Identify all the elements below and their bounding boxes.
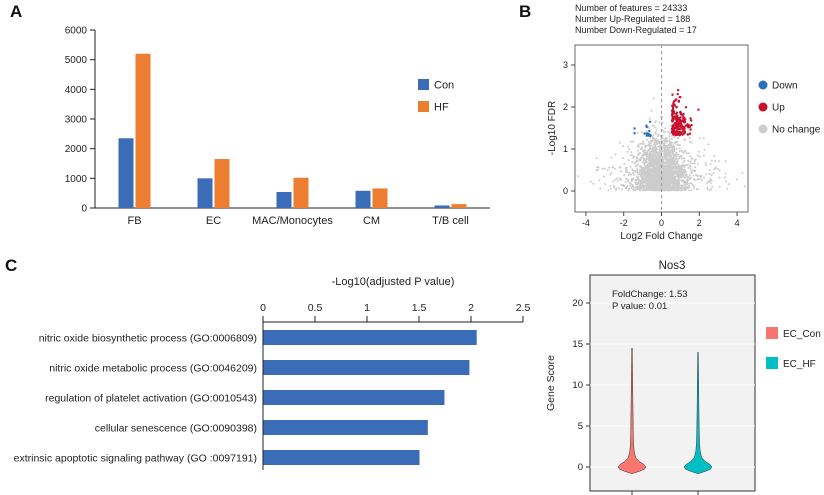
go-term-bar (263, 390, 445, 405)
x-tick-label: 1.5 (412, 302, 427, 314)
go-term-label: regulation of platelet activation (GO:00… (45, 393, 257, 405)
go-term-label: nitric oxide metabolic process (GO:00462… (49, 363, 257, 375)
y-tick-label: 1000 (65, 174, 88, 185)
y-tick-label: 2000 (65, 144, 88, 155)
category-label: MAC/Monocytes (252, 215, 333, 227)
axis-title: -Log10(adjusted P value) (332, 276, 455, 288)
violin-plot: Nos3 0 5 10 15 20 Gene Score FoldChange: 1.53P … (545, 260, 821, 495)
y-tick-label: 10 (572, 380, 583, 391)
legend-dot (758, 102, 768, 112)
go-term-bar (263, 360, 470, 375)
legend-label: Up (772, 103, 785, 114)
bar-con (434, 205, 450, 208)
y-tick-label: 15 (572, 339, 583, 350)
legend-swatch (418, 101, 429, 112)
stat-annotation: P value: 0.01 (612, 301, 667, 312)
legend-swatch (418, 79, 429, 90)
panel-c-label: C (5, 256, 18, 275)
x-tick-label: 0.5 (308, 302, 323, 314)
header-stat-line: Number Down-Regulated = 17 (575, 25, 697, 35)
y-tick-label: 20 (572, 298, 583, 309)
go-term-bar (263, 420, 428, 435)
category-label: CM (363, 215, 380, 227)
panel-b-label: B (519, 2, 532, 21)
y-tick-label: 5000 (65, 55, 88, 66)
y-tick-label: 3000 (65, 115, 88, 126)
x-tick-label: 2 (697, 218, 702, 228)
legend-label: Con (434, 80, 454, 92)
legend-dot (758, 80, 768, 90)
violin-shape-ec_con (617, 347, 647, 474)
x-tick-label: 1 (364, 302, 370, 314)
y-tick-label: 1 (563, 144, 568, 154)
x-tick-label: 0 (260, 302, 266, 314)
y-tick-label: 0 (81, 204, 87, 215)
bar-hf (451, 204, 467, 208)
go-term-label: nitric oxide biosynthetic process (GO:00… (39, 333, 257, 345)
go-term-bar (263, 450, 420, 465)
y-tick-label: 5 (578, 421, 583, 432)
y-tick-label: 0 (578, 462, 583, 473)
bar-con (197, 178, 213, 208)
grouped-bar-chart: 0 1000 2000 3000 4000 5000 6000 FB EC MAC/Monocyt… (65, 26, 490, 227)
legend-label: EC_Con (783, 329, 821, 340)
bar-con (276, 191, 292, 208)
x-tick-label: -4 (582, 218, 590, 228)
y-tick-label: 2 (563, 102, 568, 112)
category-label: FB (127, 215, 141, 227)
y-axis-title: -Log10 FDR (547, 101, 558, 155)
y-tick-label: 6000 (65, 26, 88, 37)
bar-con (355, 190, 371, 208)
scatter-points (577, 88, 746, 192)
bar-hf (135, 53, 151, 208)
y-tick-label: 0 (563, 186, 568, 196)
x-tick-label: -2 (620, 218, 628, 228)
legend-label: Down (772, 81, 798, 92)
header-stat-line: Number of features = 24333 (575, 3, 687, 13)
legend-dot (758, 124, 768, 134)
legend-swatch (766, 357, 778, 369)
legend-label: No change (772, 125, 821, 136)
bar-hf (214, 159, 230, 208)
panel-background (589, 274, 756, 492)
category-label: EC (206, 215, 221, 227)
go-term-bar (263, 330, 477, 345)
legend-swatch (766, 327, 778, 339)
panel-a-label: A (10, 2, 23, 21)
x-tick-label: 0 (659, 218, 664, 228)
x-tick-label: 4 (735, 218, 740, 228)
x-axis-title: Log2 Fold Change (620, 231, 703, 242)
bar-hf (372, 188, 388, 208)
bar-con (118, 138, 134, 208)
category-label: T/B cell (432, 215, 469, 227)
go-enrichment-chart: -Log10(adjusted P value) 0 0.5 1 1.5 2 2.5 nitr… (14, 276, 531, 470)
y-axis-title: Gene Score (545, 355, 557, 411)
y-tick-label: 4000 (65, 85, 88, 96)
violin-shape-ec_hf (683, 351, 713, 474)
bar-hf (293, 177, 309, 208)
y-tick-label: 3 (563, 60, 568, 70)
x-tick-label: 2 (468, 302, 474, 314)
plot-title: Nos3 (659, 260, 686, 272)
legend-label: EC_HF (783, 359, 816, 370)
legend-label: HF (434, 102, 449, 114)
x-tick-label: 2.5 (516, 302, 531, 314)
stat-annotation: FoldChange: 1.53 (612, 289, 688, 300)
go-term-label: extrinsic apoptotic signaling pathway (G… (14, 453, 257, 465)
header-stat-line: Number Up-Regulated = 188 (575, 14, 690, 24)
go-term-label: cellular senescence (GO:0090398) (95, 423, 257, 435)
